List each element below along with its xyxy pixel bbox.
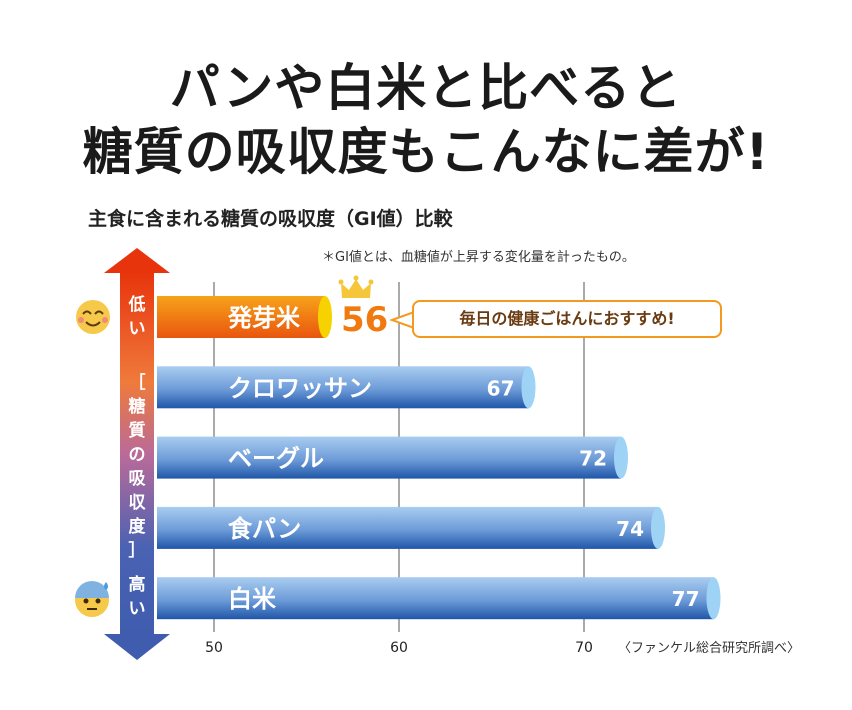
- bar-value-label: 77: [672, 587, 700, 611]
- x-tick-label: 60: [390, 640, 408, 656]
- anxious-sweat-face-icon: [75, 581, 109, 617]
- bar-cap: [706, 577, 721, 620]
- crown-icon: [338, 275, 374, 298]
- bar-cap: [318, 296, 332, 338]
- bar-label: クロワッサン: [228, 374, 372, 402]
- chart-note: ＊GI値とは、血糖値が上昇する変化量を計ったもの。: [322, 250, 635, 265]
- bar-3: [157, 506, 658, 549]
- callout-pointer: [389, 310, 415, 330]
- bar-value-label: 74: [616, 517, 644, 541]
- bar-value-label: 67: [487, 376, 515, 400]
- x-tick-label: 50: [205, 640, 223, 656]
- source-note: 〈ファンケル総合研究所調べ〉: [618, 641, 801, 656]
- smiling-face-icon: [76, 300, 110, 334]
- bar-label: 発芽米: [227, 304, 300, 332]
- bar-2: [157, 436, 621, 479]
- headline-line1: パンや白米と比べると: [169, 59, 683, 117]
- arrow-middle-label: ［糖質の吸収度］: [129, 372, 147, 561]
- bar-label: ベーグル: [228, 445, 324, 473]
- x-tick-label: 70: [575, 640, 593, 656]
- bar-label: 食パン: [228, 515, 301, 543]
- bar-0: [157, 296, 325, 338]
- bar-cap: [651, 506, 665, 549]
- axis-arrow: 低い ［糖質の吸収度］ 高い: [104, 248, 170, 660]
- headline-line2: 糖質の吸収度もこんなに差が!: [82, 123, 770, 181]
- recommendation-callout: 毎日の健康ごはんにおすすめ!: [412, 300, 722, 338]
- arrow-bottom-label: 高い: [129, 574, 146, 619]
- bar-cap: [521, 366, 536, 409]
- bar-4: [157, 577, 714, 620]
- bar-1: [157, 366, 529, 409]
- bar-label: 白米: [228, 585, 276, 613]
- bar-cap: [614, 436, 628, 479]
- arrow-top-label: 低い: [128, 294, 146, 339]
- chart-title: 主食に含まれる糖質の吸収度（GI値）比較: [88, 208, 453, 230]
- bar-value-label: 56: [341, 300, 388, 340]
- bar-value-label: 72: [579, 447, 607, 471]
